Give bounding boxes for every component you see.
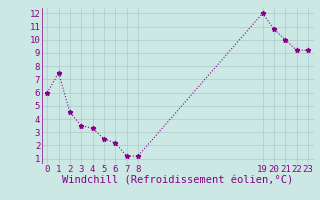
X-axis label: Windchill (Refroidissement éolien,°C): Windchill (Refroidissement éolien,°C)	[62, 176, 293, 186]
